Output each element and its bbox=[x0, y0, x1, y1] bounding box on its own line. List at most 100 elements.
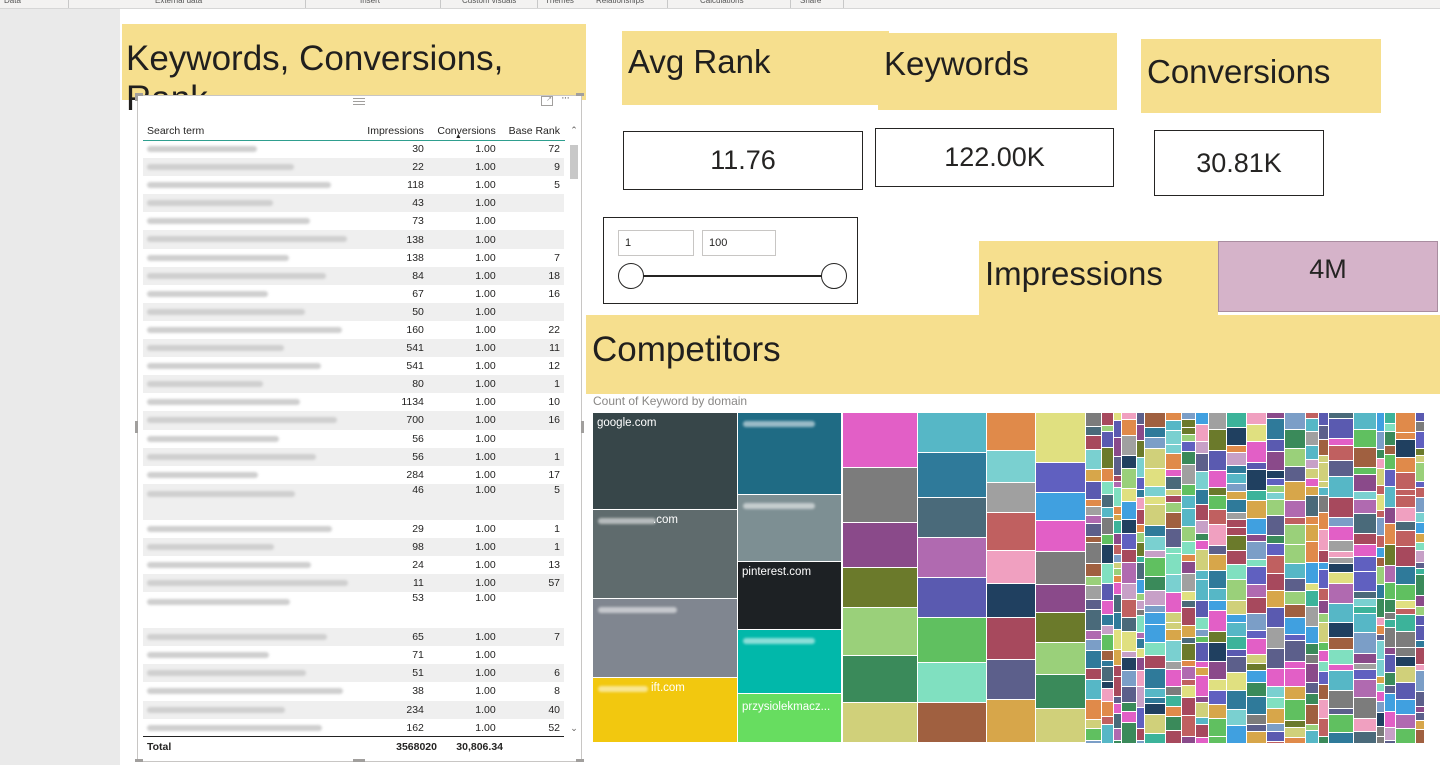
treemap-tile[interactable] bbox=[1285, 518, 1305, 524]
col-header-impressions[interactable]: Impressions bbox=[367, 124, 424, 137]
treemap-tile[interactable] bbox=[1145, 438, 1165, 448]
treemap-tile[interactable] bbox=[1306, 655, 1318, 663]
treemap-tile[interactable] bbox=[1196, 571, 1208, 579]
treemap-tile[interactable] bbox=[1182, 592, 1195, 600]
treemap-tile[interactable] bbox=[1267, 493, 1284, 499]
treemap-tile[interactable] bbox=[1209, 413, 1226, 429]
treemap-tile[interactable] bbox=[1385, 487, 1395, 507]
treemap-tile[interactable] bbox=[918, 703, 986, 742]
treemap-tile[interactable] bbox=[1196, 534, 1208, 540]
table-row[interactable]: 234 1.00 40 bbox=[143, 700, 564, 719]
treemap-tile[interactable] bbox=[1396, 522, 1415, 530]
treemap-tile[interactable] bbox=[1145, 734, 1165, 743]
treemap-tile[interactable] bbox=[1416, 534, 1424, 542]
table-row[interactable]: 162 1.00 52 bbox=[143, 719, 564, 737]
treemap-tile[interactable] bbox=[1267, 500, 1284, 515]
treemap-tile[interactable] bbox=[1137, 658, 1144, 670]
treemap-tile[interactable] bbox=[1247, 614, 1266, 630]
treemap-tile[interactable] bbox=[1354, 545, 1376, 556]
treemap-tile[interactable] bbox=[1114, 595, 1121, 612]
treemap-tile[interactable] bbox=[1377, 486, 1384, 494]
treemap-small-tiles[interactable] bbox=[843, 413, 1424, 743]
treemap-tile[interactable] bbox=[1196, 541, 1208, 549]
treemap-tile[interactable]: google.com bbox=[593, 413, 738, 510]
treemap-tile[interactable] bbox=[1036, 675, 1085, 708]
treemap-tile[interactable] bbox=[1306, 517, 1318, 524]
table-row[interactable]: 65 1.00 7 bbox=[143, 628, 564, 647]
treemap-tile[interactable] bbox=[1247, 425, 1266, 441]
treemap-tile[interactable] bbox=[1416, 641, 1424, 647]
treemap-tile[interactable] bbox=[1137, 687, 1144, 707]
treemap-tile[interactable] bbox=[1086, 700, 1101, 719]
treemap-tile[interactable] bbox=[1319, 601, 1328, 613]
treemap-tile[interactable] bbox=[1306, 542, 1318, 562]
treemap-tile[interactable] bbox=[1182, 562, 1195, 573]
treemap-tile[interactable] bbox=[1319, 513, 1328, 529]
treemap-tile[interactable] bbox=[1227, 726, 1246, 743]
treemap-tile[interactable] bbox=[1377, 459, 1384, 468]
slider-max-input[interactable]: 100 bbox=[702, 230, 776, 256]
scroll-up-icon[interactable]: ⌃ bbox=[570, 125, 578, 135]
treemap-tile[interactable] bbox=[1416, 616, 1424, 625]
treemap-tile[interactable] bbox=[1377, 713, 1384, 726]
treemap-tile[interactable] bbox=[1319, 589, 1328, 600]
treemap-tile[interactable] bbox=[1196, 618, 1208, 629]
treemap-tile[interactable] bbox=[1166, 421, 1181, 430]
treemap-tile[interactable] bbox=[1145, 449, 1165, 468]
treemap-tile[interactable] bbox=[1385, 455, 1395, 469]
treemap-tile[interactable] bbox=[1086, 669, 1101, 679]
treemap-tile[interactable] bbox=[1416, 463, 1424, 481]
treemap-tile[interactable] bbox=[1306, 705, 1318, 724]
treemap-tile[interactable] bbox=[1306, 683, 1318, 693]
treemap-tile[interactable] bbox=[1416, 648, 1424, 664]
treemap-tile[interactable] bbox=[1285, 579, 1305, 591]
treemap-tile[interactable] bbox=[1086, 524, 1101, 536]
treemap-tile[interactable] bbox=[1377, 585, 1384, 598]
treemap-tile[interactable] bbox=[1145, 606, 1165, 612]
treemap-tile[interactable] bbox=[1247, 664, 1266, 670]
treemap-tile[interactable] bbox=[1145, 698, 1165, 703]
treemap-tile[interactable] bbox=[1329, 477, 1353, 497]
treemap-tile[interactable] bbox=[1102, 717, 1113, 724]
treemap-tile[interactable] bbox=[1114, 555, 1121, 562]
treemap-tile[interactable] bbox=[1114, 515, 1121, 520]
treemap-tile[interactable] bbox=[1036, 552, 1085, 584]
treemap-tile[interactable] bbox=[1377, 450, 1384, 458]
treemap-tile[interactable] bbox=[1209, 719, 1226, 736]
treemap-tile[interactable] bbox=[987, 584, 1035, 617]
treemap-tile[interactable] bbox=[1377, 599, 1384, 617]
treemap-tile[interactable] bbox=[1086, 741, 1101, 743]
treemap-tile[interactable] bbox=[1102, 535, 1113, 544]
treemap-tile[interactable] bbox=[1385, 686, 1395, 693]
treemap-tile[interactable] bbox=[1227, 428, 1246, 445]
treemap-tile[interactable] bbox=[1416, 596, 1424, 606]
treemap-tile[interactable] bbox=[1329, 604, 1353, 622]
slider-max-handle[interactable] bbox=[821, 263, 847, 289]
treemap-tile[interactable] bbox=[1114, 521, 1121, 533]
treemap-tile[interactable] bbox=[1306, 487, 1318, 495]
treemap-tile[interactable] bbox=[1285, 669, 1305, 686]
treemap-tile[interactable] bbox=[1319, 456, 1328, 462]
treemap-tile[interactable] bbox=[1267, 574, 1284, 590]
treemap-tile[interactable] bbox=[1416, 569, 1424, 574]
treemap-tile[interactable] bbox=[1036, 493, 1085, 520]
col-header-search-term[interactable]: Search term bbox=[147, 124, 205, 137]
treemap-tile[interactable] bbox=[1267, 479, 1284, 485]
treemap-tile[interactable] bbox=[1137, 510, 1144, 524]
treemap-tile[interactable] bbox=[1267, 516, 1284, 535]
treemap-tile[interactable] bbox=[1166, 613, 1181, 622]
resize-handle[interactable] bbox=[135, 93, 138, 101]
treemap-tile[interactable] bbox=[1102, 426, 1113, 431]
treemap-tile[interactable] bbox=[1354, 592, 1376, 598]
treemap-tile[interactable] bbox=[1247, 732, 1266, 743]
treemap-tile[interactable] bbox=[1114, 476, 1121, 481]
treemap-tile[interactable] bbox=[1145, 526, 1165, 536]
treemap-tile[interactable] bbox=[1267, 544, 1284, 555]
treemap-tile[interactable] bbox=[1319, 496, 1328, 512]
treemap-tile[interactable] bbox=[1354, 572, 1376, 591]
treemap-tile[interactable] bbox=[1267, 687, 1284, 697]
treemap-tile[interactable] bbox=[1385, 508, 1395, 523]
treemap-tile[interactable] bbox=[1354, 654, 1376, 663]
treemap-tile[interactable] bbox=[1145, 497, 1165, 504]
treemap-tile[interactable] bbox=[1267, 628, 1284, 648]
